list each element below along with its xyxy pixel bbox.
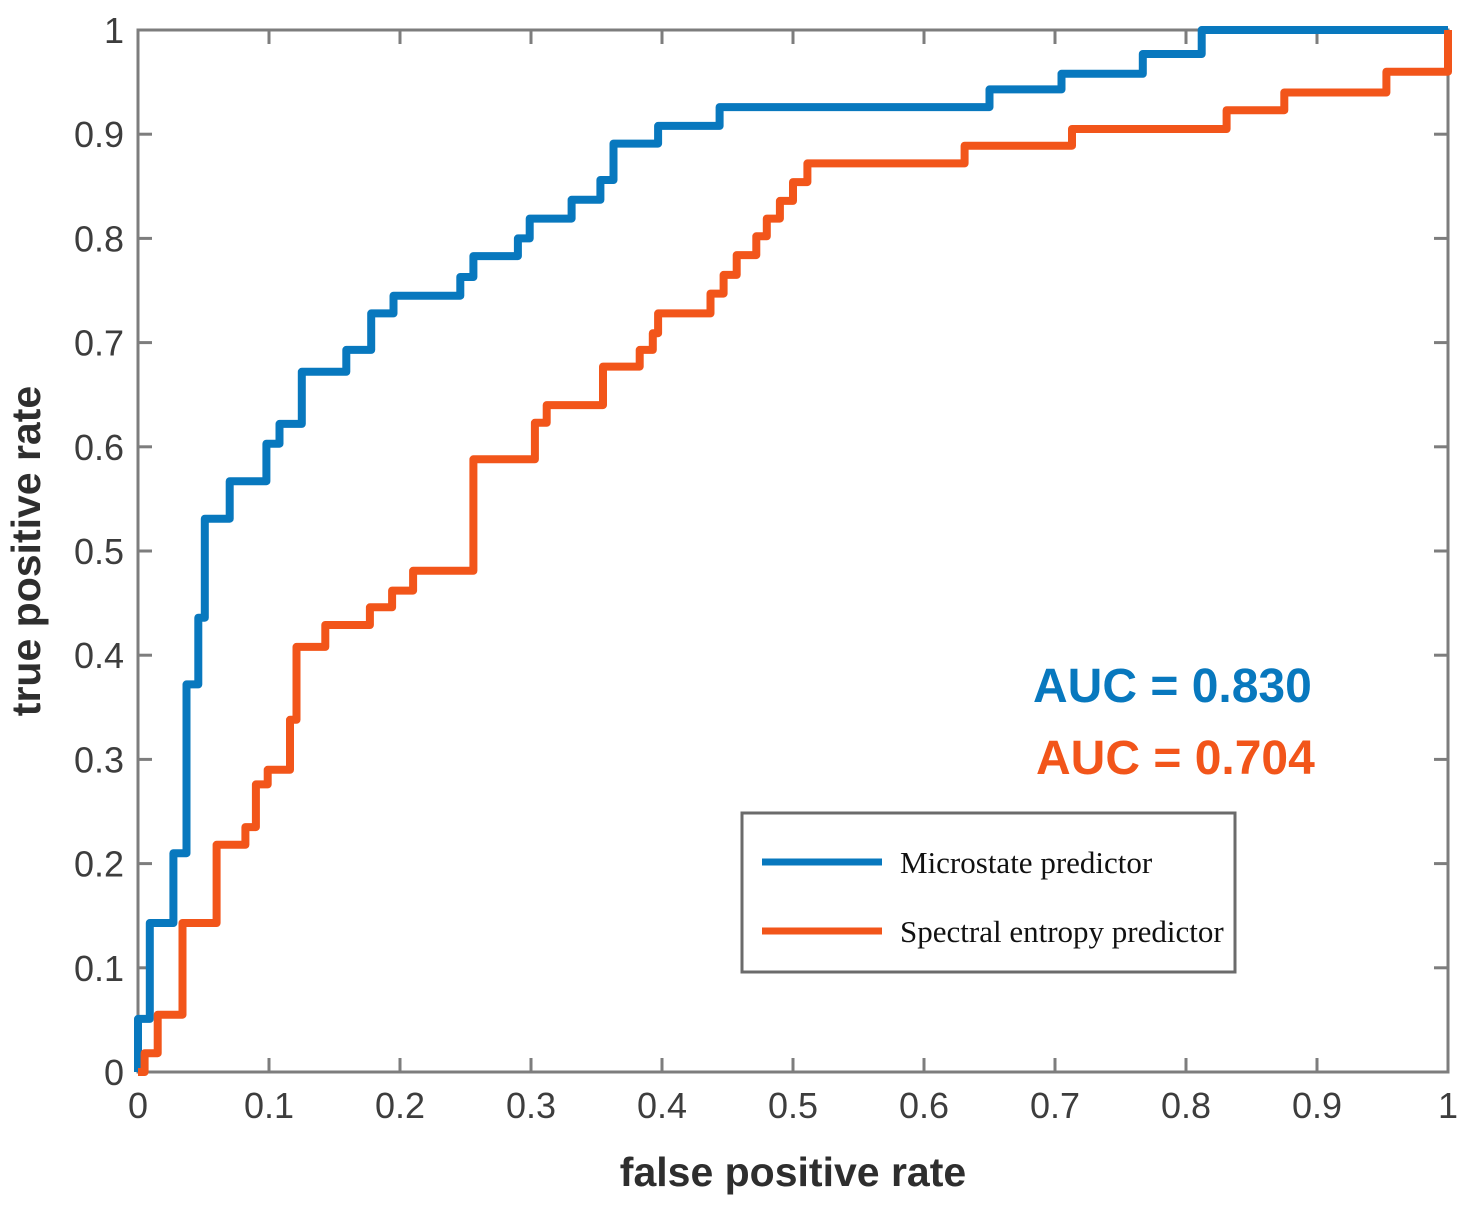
y-tick-label: 0.5 (74, 531, 124, 572)
x-tick-label: 0.6 (899, 1085, 949, 1126)
y-tick-label: 0.3 (74, 739, 124, 780)
x-tick-label: 0 (128, 1085, 148, 1126)
x-tick-label: 0.1 (244, 1085, 294, 1126)
y-tick-label: 0.4 (74, 635, 124, 676)
y-tick-label: 0.6 (74, 427, 124, 468)
x-tick-label: 0.8 (1161, 1085, 1211, 1126)
y-tick-label: 0.8 (74, 218, 124, 259)
tick-labels: 0 0.1 0.2 0.3 0.4 0.5 0.6 0.7 0.8 0.9 1 0 0.1 0.2 0.3 0… (74, 10, 1458, 1126)
legend-label-spectral: Spectral entropy predictor (900, 914, 1224, 949)
x-tick-label: 0.5 (768, 1085, 818, 1126)
x-tick-label: 0.9 (1292, 1085, 1342, 1126)
x-axis-label: false positive rate (620, 1149, 966, 1195)
x-tick-label: 0.3 (506, 1085, 556, 1126)
legend-box (740, 811, 1237, 974)
legend: Microstate predictor Spectral entropy pr… (740, 811, 1237, 974)
legend-label-microstate: Microstate predictor (900, 845, 1153, 880)
x-tick-label: 0.4 (637, 1085, 687, 1126)
roc-curve-microstate-predictor (134, 26, 1448, 1072)
y-tick-label: 0.9 (74, 114, 124, 155)
auc-annotation-microstate: AUC = 0.830 (1033, 660, 1312, 713)
y-tick-label: 1 (104, 10, 124, 51)
y-tick-label: 0.2 (74, 844, 124, 885)
x-tick-label: 1 (1438, 1085, 1458, 1126)
roc-curves (134, 26, 1452, 1076)
x-tick-label: 0.7 (1030, 1085, 1080, 1126)
auc-annotation-spectral: AUC = 0.704 (1036, 732, 1315, 785)
y-axis-label: true positive rate (3, 386, 49, 716)
roc-curve-spectral-entropy-predictor (138, 30, 1452, 1076)
x-tick-label: 0.2 (375, 1085, 425, 1126)
y-tick-label: 0 (104, 1052, 124, 1093)
y-tick-label: 0.7 (74, 323, 124, 364)
y-tick-label: 0.1 (74, 948, 124, 989)
